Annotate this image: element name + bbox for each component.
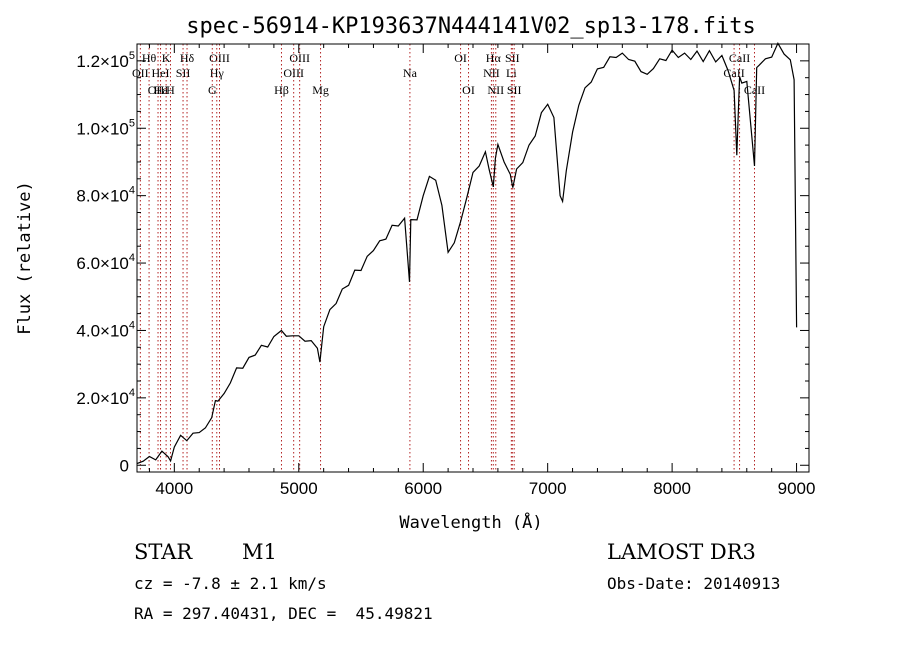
line-label: OIII (283, 66, 304, 80)
line-label: OIII (148, 83, 169, 97)
y-tick-label: 4.0×104 (76, 319, 135, 340)
line-label: SII (507, 83, 522, 97)
line-label: OIII (209, 51, 230, 65)
spectrum-line (136, 41, 798, 465)
y-tick-label: 1.0×105 (76, 117, 135, 138)
plot-frame (136, 43, 810, 473)
line-label: CaII (744, 83, 765, 97)
observation-date: Obs-Date: 20140913 (607, 574, 781, 593)
x-tick-label: 9000 (778, 479, 816, 498)
line-label: OII (132, 66, 149, 80)
line-label: Mg (312, 83, 329, 97)
line-label: SII (505, 51, 520, 65)
x-tick-label: 5000 (280, 479, 318, 498)
redshift-cz: cz = -7.8 ± 2.1 km/s (134, 574, 327, 593)
line-label: Hθ (142, 51, 157, 65)
line-label: Hγ (210, 66, 225, 80)
line-label: Hδ (180, 51, 195, 65)
x-tick-label: 7000 (529, 479, 567, 498)
object-subclass: M1 (242, 540, 277, 564)
chart-title: spec-56914-KP193637N444141V02_sp13-178.f… (186, 14, 756, 39)
line-label: CaII (723, 66, 744, 80)
x-tick-label: 8000 (653, 479, 691, 498)
line-label: K (162, 51, 171, 65)
x-tick-label: 4000 (155, 479, 193, 498)
line-label: NII (487, 83, 504, 97)
y-axis: 0 2.0×104 4.0×104 6.0×104 8.0×104 1.0×105 1.2×… (76, 50, 809, 475)
x-axis-label: Wavelength (Å) (399, 511, 542, 533)
line-label: Hα (486, 51, 502, 65)
line-label: Hε (154, 83, 168, 97)
y-tick-label: 8.0×104 (76, 185, 135, 206)
line-label: SII (176, 66, 191, 80)
y-axis-label: Flux (relative) (15, 181, 35, 335)
line-label: H (166, 83, 175, 97)
y-tick-label: 1.2×105 (76, 50, 135, 71)
y-tick-label: 2.0×104 (76, 387, 135, 408)
object-class: STAR (134, 540, 193, 564)
line-label: CaII (729, 51, 750, 65)
coordinates: RA = 297.40431, DEC = 45.49821 (134, 604, 433, 623)
y-tick-label: 0 (120, 456, 129, 475)
survey-name: LAMOST DR3 (607, 540, 756, 564)
line-label: OIII (289, 51, 310, 65)
line-label: G (208, 83, 217, 97)
line-label: Na (403, 66, 418, 80)
line-label: OI (462, 83, 475, 97)
x-tick-label: 6000 (404, 479, 442, 498)
line-label: Li (506, 66, 517, 80)
line-label: HeI (152, 66, 170, 80)
line-label: Hβ (274, 83, 289, 97)
x-axis: 4000 5000 6000 7000 8000 9000 (148, 44, 816, 498)
line-label: OI (454, 51, 467, 65)
line-label: NII (483, 66, 500, 80)
y-tick-label: 6.0×104 (76, 252, 135, 273)
